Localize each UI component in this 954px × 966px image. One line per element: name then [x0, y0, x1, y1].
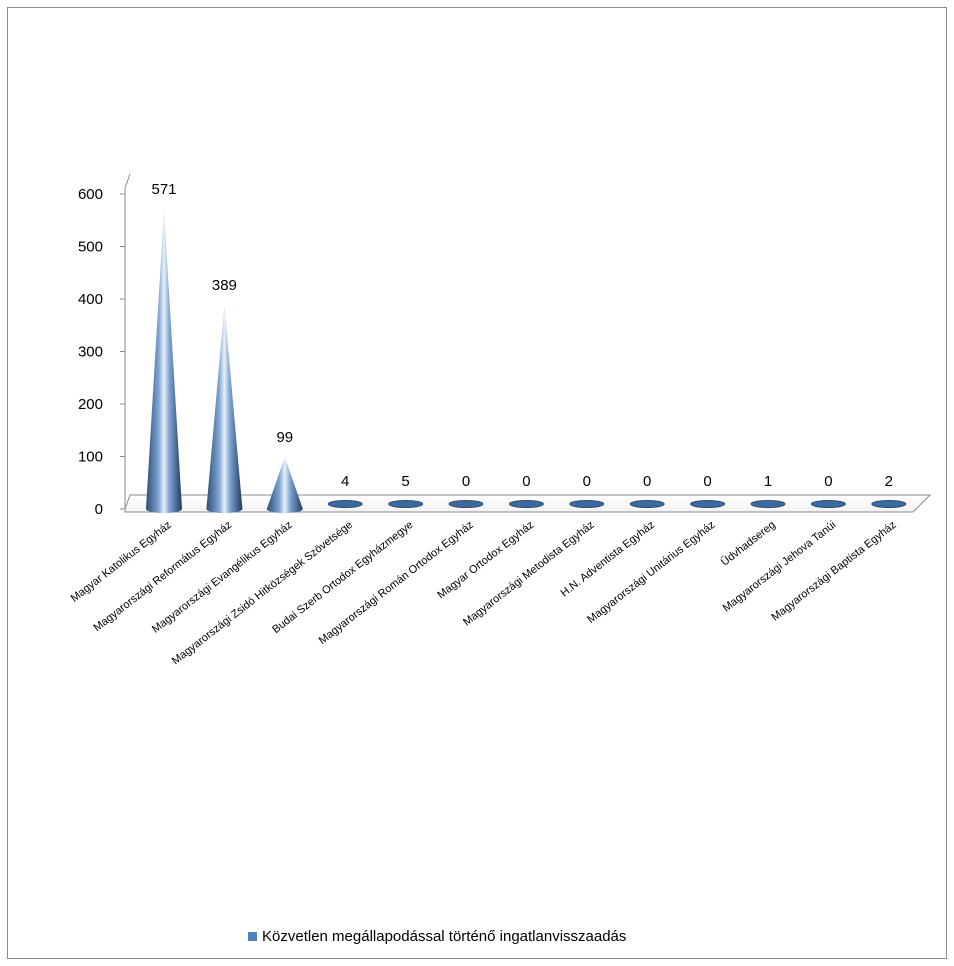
data-label: 389 [212, 277, 237, 294]
cone-bar [871, 500, 907, 508]
y-tick-label: 500 [78, 239, 103, 256]
category-label: Magyar Katolikus Egyház [69, 519, 174, 605]
y-tick-label: 0 [95, 501, 103, 518]
labels-layer: 571 Magyar Katolikus Egyház 389 Magyarorszá… [69, 181, 899, 667]
category-label: Magyar Ortodox Egyház [435, 519, 536, 601]
y-tick-label: 200 [78, 396, 103, 413]
data-label: 1 [764, 473, 772, 490]
data-label: 0 [462, 473, 470, 490]
cone-bar [146, 209, 182, 513]
y-tick-label: 100 [78, 449, 103, 466]
legend: Közvetlen megállapodással történő ingatl… [248, 926, 626, 946]
data-label: 5 [401, 473, 409, 490]
y-tick-label: 300 [78, 344, 103, 361]
y-tick-label: 600 [78, 186, 103, 203]
data-label: 0 [643, 473, 651, 490]
y-axis-depth-line [124, 173, 131, 189]
category-label: Magyarországi Unitárius Egyház [585, 519, 717, 626]
cone-bar [690, 500, 726, 508]
cone-bar [569, 500, 605, 508]
cone-bar [810, 500, 846, 508]
data-label: 0 [522, 473, 530, 490]
cone-bar [388, 500, 424, 508]
category-label: Magyarországi Baptista Egyház [769, 519, 898, 624]
data-label: 99 [276, 429, 293, 446]
category-label: Üdvhadsereg [719, 519, 778, 569]
data-label: 571 [151, 181, 176, 198]
data-label: 0 [583, 473, 591, 490]
cone-bar [327, 500, 363, 508]
cone-bar [750, 500, 786, 508]
category-label: Magyarországi Jehova Tanúi [721, 519, 839, 615]
marks-layer [146, 209, 907, 513]
y-tick-label: 400 [78, 291, 103, 308]
category-label: Magyarországi Metodista Egyház [461, 519, 597, 629]
data-label: 2 [885, 473, 893, 490]
data-label: 4 [341, 473, 349, 490]
legend-swatch [248, 931, 257, 941]
cone-bar [629, 500, 665, 508]
legend-label: Közvetlen megállapodással történő ingatl… [262, 927, 627, 945]
cone-bar [448, 500, 484, 508]
data-label: 0 [703, 473, 711, 490]
cone-bar [266, 457, 303, 513]
cone-bar [206, 304, 243, 513]
data-label: 0 [824, 473, 832, 490]
cone-bar [508, 500, 544, 508]
